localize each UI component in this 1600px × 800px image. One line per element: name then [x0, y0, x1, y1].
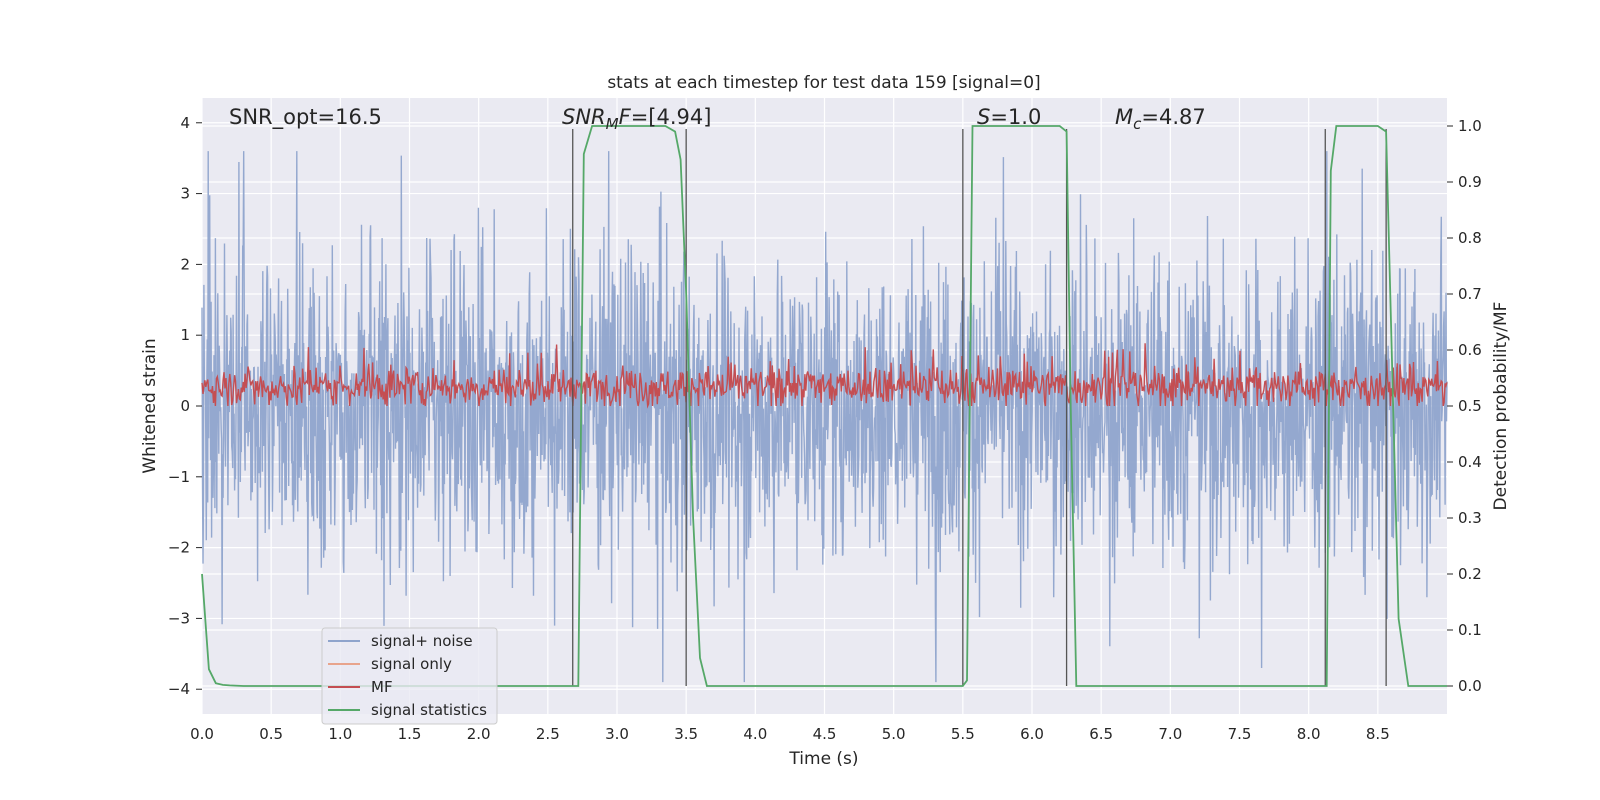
x-tick-label: 7.0 — [1158, 725, 1182, 743]
x-axis-label: Time (s) — [788, 749, 858, 769]
y-axis-ticks: 4 3 2 1 0 −1 −2 −3 −4 — [168, 114, 202, 698]
y-tick-label: −3 — [168, 609, 190, 627]
legend-label-signal-only: signal only — [371, 655, 452, 673]
y-tick-label: −4 — [168, 680, 190, 698]
y-tick-label: 2 — [180, 255, 190, 273]
x-tick-label: 0.0 — [190, 725, 214, 743]
x-tick-label: 5.0 — [882, 725, 906, 743]
y-tick-label: −2 — [168, 539, 190, 557]
series-mf — [201, 343, 1448, 409]
annotations: SNR_opt=16.5 SNRMF=[4.94] S=1.0 Mc=4.87 — [229, 105, 1206, 133]
legend: signal+ noise signal only MF signal stat… — [321, 627, 498, 725]
x-tick-label: 0.5 — [259, 725, 283, 743]
annotation-snr-opt: SNR_opt=16.5 — [229, 105, 382, 130]
x-tick-label: 4.0 — [743, 725, 767, 743]
y-axis-label: Whitened strain — [140, 338, 160, 473]
x-tick-label: 6.0 — [1020, 725, 1044, 743]
y-right-tick-label: 0.6 — [1458, 341, 1482, 359]
y-tick-label: 3 — [180, 185, 190, 203]
y-right-tick-label: 0.5 — [1458, 397, 1482, 415]
legend-label-mf: MF — [371, 678, 393, 696]
annotation-snr-mf: SNRMF=[4.94] — [562, 105, 711, 133]
x-tick-label: 4.5 — [813, 725, 837, 743]
x-tick-label: 8.5 — [1366, 725, 1390, 743]
y-right-axis-label: Detection probability/MF — [1491, 302, 1511, 511]
x-tick-label: 5.5 — [951, 725, 975, 743]
x-tick-label: 3.0 — [605, 725, 629, 743]
y-right-tick-label: 0.1 — [1458, 621, 1482, 639]
x-tick-label: 3.5 — [674, 725, 698, 743]
annotation-mc: Mc=4.87 — [1115, 105, 1206, 133]
vertical-markers — [572, 129, 1387, 686]
x-axis-ticks: 0.0 0.5 1.0 1.5 2.0 2.5 3.0 3.5 4.0 4.5 5.0 5.5 6.0 6… — [190, 725, 1390, 743]
legend-box — [321, 627, 498, 725]
x-tick-label: 7.5 — [1228, 725, 1252, 743]
y-right-tick-label: 0.7 — [1458, 285, 1482, 303]
y-right-tick-label: 0.8 — [1458, 229, 1482, 247]
y-tick-label: −1 — [168, 468, 190, 486]
legend-label-signal-statistics: signal statistics — [371, 701, 487, 719]
y-tick-label: 0 — [180, 397, 190, 415]
y-right-tick-label: 0.0 — [1458, 677, 1482, 695]
x-tick-label: 1.0 — [328, 725, 352, 743]
y-right-tick-label: 0.3 — [1458, 509, 1482, 527]
y-tick-label: 4 — [180, 114, 190, 132]
x-tick-label: 8.0 — [1297, 725, 1321, 743]
x-tick-label: 1.5 — [398, 725, 422, 743]
y-right-tick-label: 0.9 — [1458, 173, 1482, 191]
legend-label-signal-noise: signal+ noise — [371, 632, 473, 650]
annotation-s: S=1.0 — [977, 105, 1041, 129]
x-tick-label: 2.5 — [536, 725, 560, 743]
chart-title: stats at each timestep for test data 159… — [607, 73, 1040, 93]
y-right-tick-label: 0.4 — [1458, 453, 1482, 471]
x-tick-label: 6.5 — [1089, 725, 1113, 743]
x-tick-label: 2.0 — [467, 725, 491, 743]
y-right-axis-ticks: 1.0 0.9 0.8 0.7 0.6 0.5 0.4 0.3 0.2 0.1 0.0 — [1447, 117, 1482, 695]
y-right-tick-label: 0.2 — [1458, 565, 1482, 583]
mf-line — [201, 343, 1448, 409]
y-right-tick-label: 1.0 — [1458, 117, 1482, 135]
y-tick-label: 1 — [180, 326, 190, 344]
